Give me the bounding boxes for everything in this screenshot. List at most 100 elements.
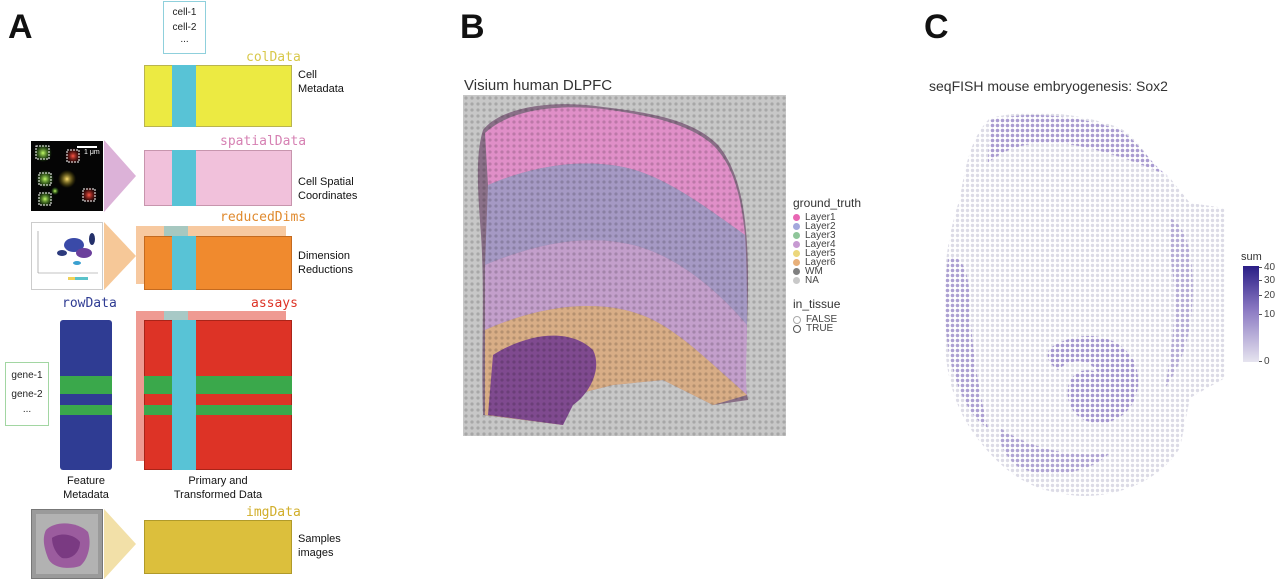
in-tissue-legend-label: FALSE xyxy=(806,314,838,325)
in-tissue-legend-item: TRUE xyxy=(793,323,837,334)
panel-c-title: seqFISH mouse embryogenesis: Sox2 xyxy=(929,78,1168,94)
cells-box-item: ... xyxy=(180,34,189,45)
reduceddims-label: reducedDims xyxy=(220,210,307,225)
reduceddims-block xyxy=(144,236,292,290)
colorbar-tick-label: 20 xyxy=(1264,289,1276,301)
colorbar-gradient xyxy=(1243,266,1259,362)
samples-images-label: Samples images xyxy=(298,533,341,559)
in-tissue-legend-label: TRUE xyxy=(806,323,834,334)
panel-b-title: Visium human DLPFC xyxy=(464,77,613,94)
ground-truth-legend-label: Layer2 xyxy=(805,221,836,232)
legend-swatch-icon xyxy=(793,232,800,239)
spatial-image-inset: 1 μm xyxy=(31,141,103,211)
ground-truth-legend-title: ground_truth xyxy=(793,196,862,210)
ring-marker-icon xyxy=(793,315,801,324)
dimension-reductions-label: Dimension Reductions xyxy=(298,250,354,276)
scale-bar-label: 1 μm xyxy=(84,149,100,156)
colorbar-tick-label: 0 xyxy=(1264,356,1270,367)
colorbar-tick-label: 40 xyxy=(1264,262,1276,274)
colorbar-tick-mark xyxy=(1259,360,1262,362)
legend-swatch-icon xyxy=(793,241,800,248)
rowdata-gene-stripe-2 xyxy=(60,405,112,415)
primary-data-label: Primary and Transformed Data xyxy=(173,475,263,501)
in-tissue-legend: FALSE TRUE xyxy=(793,314,838,334)
ground-truth-legend-item: Layer2 xyxy=(793,221,836,232)
ground-truth-legend-item: NA xyxy=(793,275,836,286)
ground-truth-legend-label: WM xyxy=(805,266,823,277)
visium-tissue-map xyxy=(463,95,786,436)
ground-truth-legend-label: Layer6 xyxy=(805,257,836,268)
genes-box-item: gene-1 xyxy=(11,370,43,381)
colorbar-tick-mark xyxy=(1259,314,1262,316)
colorbar-tick: 20 xyxy=(1259,290,1275,301)
coldata-block xyxy=(144,65,292,127)
cells-box: cell-1 cell-2 ... xyxy=(163,1,206,54)
assays-gene-stripe-1 xyxy=(144,376,292,394)
spatial-arrow-icon xyxy=(104,140,136,212)
colorbar-tick: 10 xyxy=(1259,309,1275,320)
legend-swatch-icon xyxy=(793,268,800,275)
img-arrow-icon xyxy=(104,509,136,579)
legend-swatch-icon xyxy=(793,277,800,284)
ground-truth-legend-item: Layer5 xyxy=(793,248,836,259)
reduced-arrow-icon xyxy=(104,222,136,290)
colorbar-tick-mark xyxy=(1259,294,1262,296)
umap-plot-icon xyxy=(37,231,98,280)
assays-cell-stripe xyxy=(172,320,196,470)
colorbar-tick: 30 xyxy=(1259,275,1275,286)
genes-box-item: gene-2 xyxy=(11,389,43,400)
cells-box-item: cell-1 xyxy=(172,7,197,18)
legend-swatch-icon xyxy=(793,250,800,257)
reduceddims-cell-stripe xyxy=(172,236,196,290)
legend-swatch-icon xyxy=(793,214,800,221)
seqfish-map xyxy=(940,108,1230,503)
colorbar-ticks: 40 30 20 10 0 xyxy=(1259,262,1279,367)
genes-box-item: ... xyxy=(22,404,32,415)
ground-truth-legend-label: Layer4 xyxy=(805,239,836,250)
colorbar-tick-label: 10 xyxy=(1264,309,1276,321)
ground-truth-legend-item: Layer6 xyxy=(793,257,836,268)
colorbar-tick-label: 30 xyxy=(1264,274,1276,286)
ground-truth-legend-item: WM xyxy=(793,266,836,277)
in-tissue-legend-title: in_tissue xyxy=(793,297,841,311)
umap-inset xyxy=(31,222,103,290)
legend-swatch-icon xyxy=(793,259,800,266)
imgdata-block xyxy=(144,520,292,574)
feature-metadata-label: Feature Metadata xyxy=(63,475,109,501)
colorbar-title: sum xyxy=(1241,251,1262,263)
ground-truth-legend-label: NA xyxy=(805,275,819,286)
assays-gene-stripe-2 xyxy=(144,405,292,415)
fluorescence-cells-icon xyxy=(34,144,97,207)
imgdata-label: imgData xyxy=(246,505,301,520)
panel-a-letter: A xyxy=(8,8,33,46)
visium-spot-plot xyxy=(463,95,786,436)
rowdata-label: rowData xyxy=(62,296,117,311)
coldata-cell-stripe xyxy=(172,65,196,127)
ground-truth-legend-label: Layer3 xyxy=(805,230,836,241)
coldata-label: colData xyxy=(246,50,301,65)
rowdata-gene-stripe-1 xyxy=(60,376,112,394)
cell-spatial-label: Cell Spatial Coordinates xyxy=(298,176,358,202)
ground-truth-legend-item: Layer3 xyxy=(793,230,836,241)
ring-marker-icon xyxy=(793,324,801,333)
colorbar-tick: 40 xyxy=(1259,262,1275,273)
cell-metadata-label: Cell Metadata xyxy=(298,69,344,95)
panel-c-letter: C xyxy=(924,8,949,46)
ground-truth-legend-label: Layer5 xyxy=(805,248,836,259)
ground-truth-legend-item: Layer4 xyxy=(793,239,836,250)
cells-box-item: cell-2 xyxy=(172,22,197,33)
spatialdata-cell-stripe xyxy=(172,150,196,206)
seqfish-cell-plot xyxy=(944,112,1225,496)
assays-label: assays xyxy=(251,296,298,311)
assays-block xyxy=(144,320,292,470)
in-tissue-legend-item: FALSE xyxy=(793,314,838,325)
genes-box: gene-1 gene-2 ... xyxy=(5,362,49,426)
tissue-image-inset xyxy=(31,509,103,579)
tissue-section-icon xyxy=(36,514,98,574)
panel-b-letter: B xyxy=(460,8,485,46)
spatialdata-label: spatialData xyxy=(220,134,307,149)
ground-truth-legend: Layer1 Layer2 Layer3 Layer4 Layer5 Layer6 WM NA xyxy=(793,213,836,286)
rowdata-block xyxy=(60,320,112,470)
colorbar-tick: 0 xyxy=(1259,356,1270,367)
colorbar-tick-mark xyxy=(1259,267,1262,269)
